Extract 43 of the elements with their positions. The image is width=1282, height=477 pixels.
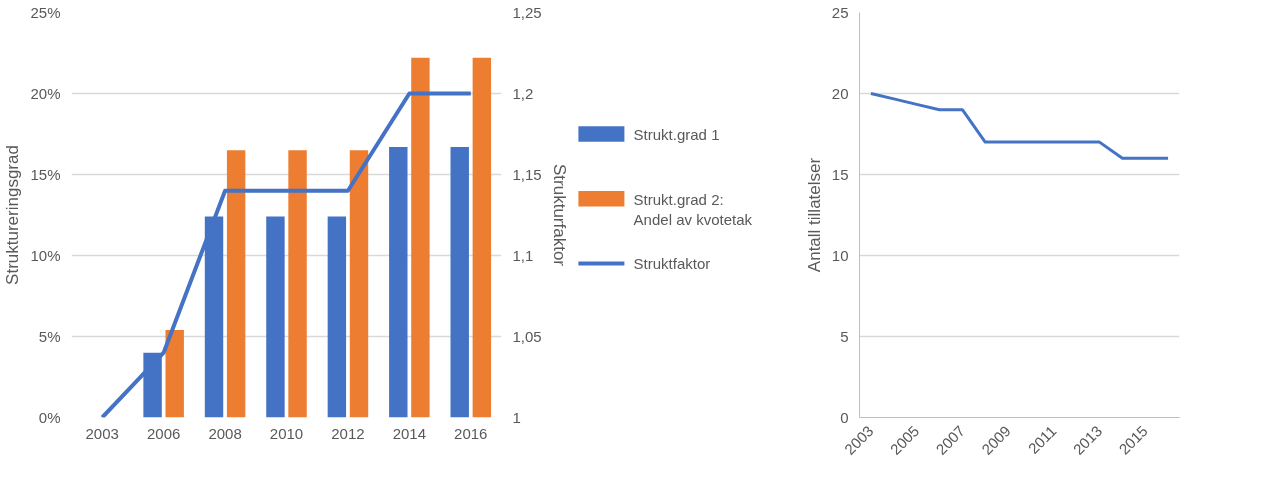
y2-tick-label: 1,05 bbox=[512, 327, 542, 345]
y-tick-label: 20% bbox=[30, 85, 61, 102]
y2-tick-label: 1 bbox=[512, 408, 521, 426]
bar bbox=[472, 57, 492, 418]
bar bbox=[327, 216, 347, 418]
bar bbox=[288, 150, 307, 418]
y-tick-label: 15 bbox=[831, 165, 849, 183]
x-tick-label: 2014 bbox=[392, 424, 427, 442]
y-tick-label: 5% bbox=[38, 328, 61, 345]
y-tick-label: 0% bbox=[38, 409, 61, 426]
bar bbox=[411, 57, 430, 418]
y2-axis-title: Strukturfaktor bbox=[549, 163, 569, 267]
bar bbox=[266, 216, 285, 418]
y-axis-title: Antall tillatelser bbox=[804, 157, 824, 273]
x-tick-label: 2010 bbox=[269, 424, 304, 442]
line-series bbox=[869, 92, 1170, 160]
y-axis-title: Struktureringsgrad bbox=[3, 145, 23, 285]
x-tick-label: 2006 bbox=[146, 424, 181, 442]
line-series bbox=[100, 91, 473, 418]
y-tick-label: 25 bbox=[831, 3, 849, 21]
legend-label: Strukt.grad 1 bbox=[633, 125, 720, 143]
y-tick-label: 20 bbox=[831, 84, 849, 102]
y2-tick-label: 1,15 bbox=[512, 165, 542, 183]
bar bbox=[389, 146, 408, 418]
x-tick-label: 2008 bbox=[208, 424, 242, 442]
bar bbox=[165, 330, 184, 418]
x-tick-label: 2016 bbox=[454, 424, 488, 442]
y2-tick-label: 1,25 bbox=[512, 3, 542, 21]
bar bbox=[226, 150, 246, 418]
x-tick-label: 2012 bbox=[331, 424, 365, 442]
y-tick-label: 10% bbox=[30, 247, 61, 264]
y-tick-label: 15% bbox=[30, 166, 61, 183]
bar bbox=[349, 150, 369, 418]
legend-label: Strukt.grad 2: Andel av kvotetak bbox=[633, 190, 753, 229]
y-tick-label: 5 bbox=[840, 327, 849, 345]
x-tick-label: 2003 bbox=[85, 424, 119, 442]
legend-label: Struktfaktor bbox=[633, 255, 711, 273]
y-tick-label: 10 bbox=[831, 246, 849, 264]
y-tick-label: 25% bbox=[30, 4, 61, 21]
y2-tick-label: 1,2 bbox=[512, 84, 534, 102]
bar bbox=[450, 146, 469, 418]
y2-tick-label: 1,1 bbox=[512, 246, 534, 264]
y-tick-label: 0 bbox=[840, 408, 849, 426]
